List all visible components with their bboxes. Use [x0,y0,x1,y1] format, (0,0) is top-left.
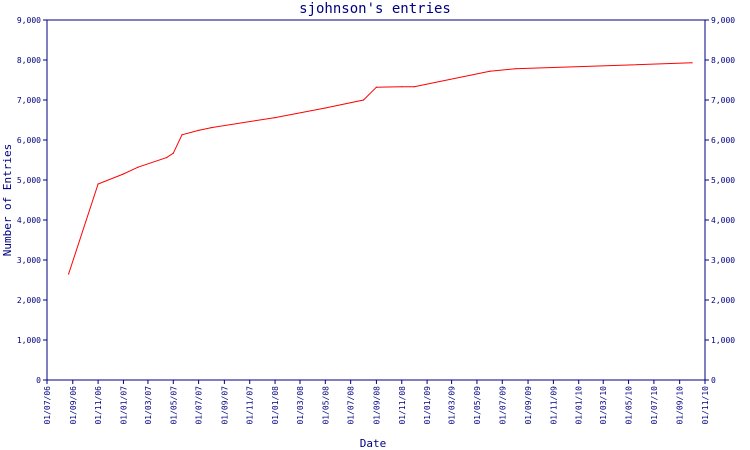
data-point [122,173,125,175]
x-tick-label: 01/07/08 [347,386,356,425]
x-tick-label: 01/11/09 [549,386,558,425]
x-tick-label: 01/09/09 [524,386,533,425]
x-tick-label: 01/03/07 [144,386,153,425]
data-point [166,157,168,159]
y-tick-label-right: 4,000 [711,216,735,225]
y-tick-label-left: 1,000 [17,336,41,345]
x-tick-label: 01/07/09 [498,386,507,425]
x-tick-label: 01/05/08 [321,386,330,425]
x-tick-label: 01/09/08 [372,386,381,425]
x-tick-label: 01/11/07 [246,386,255,425]
y-tick-label-right: 9,000 [711,16,735,25]
x-tick-label: 01/03/08 [296,386,305,425]
y-tick-label-right: 6,000 [711,136,735,145]
data-point [274,117,276,119]
series-line-entries [68,62,693,275]
x-tick-label: 01/01/10 [575,386,584,425]
data-point [97,183,99,185]
x-tick-label: 01/03/09 [448,386,457,425]
y-tick-label-left: 4,000 [17,216,41,225]
series-points [68,62,693,275]
x-tick-label: 01/01/07 [119,386,128,425]
data-point [198,129,200,131]
x-tick-label: 01/03/10 [599,386,608,425]
y-tick-label-left: 6,000 [17,136,41,145]
y-tick-label-right: 5,000 [711,176,735,185]
y-tick-label-right: 8,000 [711,56,735,65]
y-tick-label-left: 7,000 [17,96,41,105]
y-tick-label-left: 2,000 [17,296,41,305]
data-point [691,62,693,64]
y-tick-label-right: 2,000 [711,296,735,305]
data-point [324,107,326,109]
x-tick-label: 01/11/10 [701,386,710,425]
y-tick-label-right: 0 [711,376,716,385]
x-tick-label: 01/09/07 [220,386,229,425]
y-tick-label-right: 1,000 [711,336,735,345]
x-tick-label: 01/11/06 [94,386,103,425]
y-tick-label-left: 0 [36,376,41,385]
data-point [181,134,183,136]
x-tick-label: 01/01/09 [423,386,432,425]
data-point [375,86,378,88]
y-axis-left: 0 1,000 2,000 3,000 4,000 5,000 6,000 7,000 8,00… [17,16,47,385]
x-tick-label: 01/05/10 [625,386,634,425]
data-point [413,86,415,88]
data-point [489,70,491,72]
data-point [362,99,365,101]
data-point [137,166,139,168]
x-tick-label: 01/09/10 [676,386,685,425]
y-tick-label-right: 7,000 [711,96,735,105]
plot-frame [46,19,706,381]
y-tick-label-right: 3,000 [711,256,735,265]
x-tick-label: 01/09/06 [69,386,78,425]
y-axis-label: Number of Entries [1,144,14,257]
x-axis-label: Date [360,437,387,450]
data-point [68,273,70,275]
y-axis-right: 0 1,000 2,000 3,000 4,000 5,000 6,000 7,000 8,00… [705,16,735,385]
x-tick-label: 01/05/07 [169,386,178,425]
data-point [172,152,174,154]
data-point [210,127,213,129]
y-tick-label-left: 9,000 [17,16,41,25]
x-tick-label: 01/11/08 [398,386,407,425]
x-tick-label: 01/07/06 [43,386,52,425]
x-tick-label: 01/07/10 [650,386,659,425]
y-tick-label-left: 5,000 [17,176,41,185]
data-point [514,68,516,70]
x-tick-label: 01/07/07 [195,386,204,425]
data-point [401,86,403,88]
x-axis: 01/07/06 01/09/06 01/11/06 01/01/07 01/03/07… [43,380,710,425]
y-tick-label-left: 8,000 [17,56,41,65]
y-tick-label-left: 3,000 [17,256,41,265]
x-tick-label: 01/05/09 [473,386,482,425]
chart-title: sjohnson's entries [299,1,451,17]
x-tick-label: 01/01/08 [271,386,280,425]
